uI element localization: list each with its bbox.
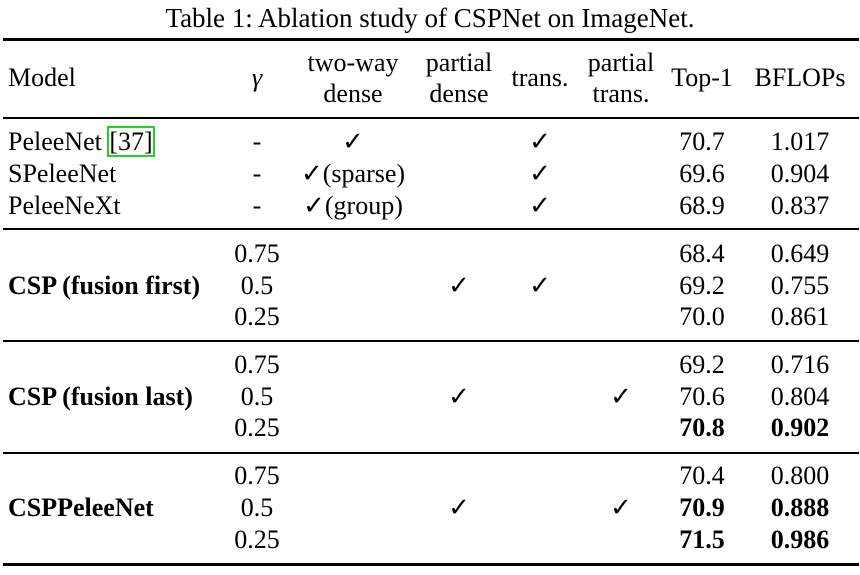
gamma-cell: 0.75 xyxy=(234,461,280,490)
bottom-rule xyxy=(3,563,859,566)
gamma-cell: 0.25 xyxy=(234,413,280,442)
header-gamma: γ xyxy=(251,63,263,92)
top1-cell: 69.6 xyxy=(679,159,725,188)
bflops-cell-best: 0.986 xyxy=(770,525,830,554)
bflops-cell-best: 0.902 xyxy=(770,413,830,442)
top1-cell: 70.4 xyxy=(679,461,725,490)
gamma-cell: - xyxy=(252,159,262,188)
top1-cell-best: 70.9 xyxy=(679,493,725,522)
two-way-cell: ✓(sparse) xyxy=(300,159,406,188)
header-two-way-line1: two-way xyxy=(307,48,399,77)
group-rule xyxy=(3,228,859,230)
gamma-cell: 0.25 xyxy=(234,525,280,554)
top1-cell: 68.9 xyxy=(679,191,725,220)
top1-cell: 69.2 xyxy=(679,271,725,300)
top1-cell-best: 71.5 xyxy=(679,525,725,554)
trans-cell: ✓ xyxy=(529,127,551,156)
header-partial-trans-line2: trans. xyxy=(592,79,650,108)
top1-cell: 70.6 xyxy=(679,382,725,411)
header-partial-dense-line1: partial xyxy=(425,48,493,77)
top-rule xyxy=(3,38,859,41)
bflops-cell: 0.804 xyxy=(770,382,830,411)
top1-cell: 70.0 xyxy=(679,302,725,331)
gamma-cell: 0.5 xyxy=(240,271,274,300)
top1-cell: 70.7 xyxy=(679,127,725,156)
model-csp-fusion-first: CSP (fusion first) xyxy=(8,271,201,300)
model-peleenet: PeleeNet [37] xyxy=(8,126,155,157)
top1-cell: 69.2 xyxy=(679,350,725,379)
group-rule xyxy=(3,340,859,342)
partial-dense-cell: ✓ xyxy=(448,271,470,300)
bflops-cell: 0.755 xyxy=(770,271,830,300)
trans-cell: ✓ xyxy=(529,271,551,300)
two-way-cell: ✓(group) xyxy=(303,191,403,220)
gamma-cell: 0.5 xyxy=(240,493,274,522)
gamma-cell: - xyxy=(252,191,262,220)
citation-link[interactable]: [37] xyxy=(107,126,155,157)
partial-dense-cell: ✓ xyxy=(448,493,470,522)
model-speleenet: SPeleeNet xyxy=(8,159,117,188)
two-way-cell: ✓ xyxy=(342,127,364,156)
trans-cell: ✓ xyxy=(529,191,551,220)
header-partial-dense-line2: dense xyxy=(429,79,489,108)
partial-trans-cell: ✓ xyxy=(610,493,632,522)
gamma-cell: 0.75 xyxy=(234,350,280,379)
bflops-cell: 1.017 xyxy=(770,127,830,156)
table-caption: Table 1: Ablation study of CSPNet on Ima… xyxy=(165,3,695,33)
model-csp-fusion-last: CSP (fusion last) xyxy=(8,382,193,411)
bflops-cell-best: 0.888 xyxy=(770,493,830,522)
bflops-cell: 0.716 xyxy=(770,350,830,379)
model-peleenext: PeleeNeXt xyxy=(8,191,121,220)
gamma-cell: 0.75 xyxy=(234,239,280,268)
header-model: Model xyxy=(8,63,76,92)
bflops-cell: 0.904 xyxy=(770,159,830,188)
gamma-cell: 0.5 xyxy=(240,382,274,411)
header-rule xyxy=(3,117,859,119)
bflops-cell: 0.800 xyxy=(770,461,830,490)
header-bflops: BFLOPs xyxy=(754,63,846,92)
trans-cell: ✓ xyxy=(529,159,551,188)
bflops-cell: 0.837 xyxy=(770,191,830,220)
partial-trans-cell: ✓ xyxy=(610,382,632,411)
partial-dense-cell: ✓ xyxy=(448,382,470,411)
gamma-cell: - xyxy=(252,127,262,156)
bflops-cell: 0.861 xyxy=(770,302,830,331)
top1-cell: 68.4 xyxy=(679,239,725,268)
model-csppeleenet: CSPPeleeNet xyxy=(8,493,154,522)
gamma-cell: 0.25 xyxy=(234,302,280,331)
bflops-cell: 0.649 xyxy=(770,239,830,268)
header-trans: trans. xyxy=(511,63,569,92)
group-rule xyxy=(3,452,859,454)
header-partial-trans-line1: partial xyxy=(587,48,655,77)
model-name: PeleeNet xyxy=(8,127,102,156)
top1-cell-best: 70.8 xyxy=(679,413,725,442)
header-top1: Top-1 xyxy=(671,63,733,92)
header-two-way-line2: dense xyxy=(323,79,383,108)
